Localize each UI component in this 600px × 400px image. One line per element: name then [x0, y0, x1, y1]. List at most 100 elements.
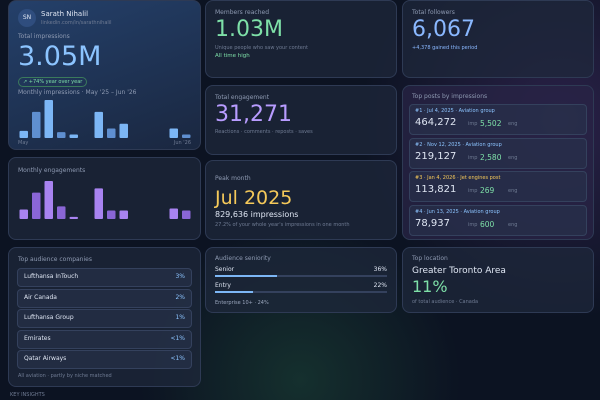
post-engagements: 5,502	[480, 119, 502, 128]
post-engagements: 2,580	[480, 152, 502, 162]
unit: imp	[468, 221, 478, 228]
company-share: <1%	[170, 355, 185, 362]
bar	[94, 188, 103, 219]
post-row: #4 · Jun 13, 2025 · Aviation group 78,937…	[409, 204, 587, 236]
unit: imp	[468, 188, 478, 194]
peak-card: Peak month Jul 2025 829,636 impressions …	[205, 160, 397, 240]
location-card: Top location Greater Toronto Area 11% of…	[402, 247, 594, 313]
bar	[19, 130, 28, 138]
seniority-share: 36%	[373, 266, 387, 273]
post-engagements: 600	[480, 219, 495, 229]
bar	[32, 192, 41, 219]
card-title: Top posts by impressions	[412, 93, 488, 100]
post-impressions: 464,272	[415, 117, 457, 128]
seniority-share: 22%	[373, 282, 387, 289]
value: 3.05M	[18, 41, 102, 72]
company-row: Lufthansa Group 1%	[17, 309, 192, 328]
followers-card: Total followers 6,067 +4,378 gained this…	[402, 0, 594, 78]
company-name: Lufthansa Group	[24, 314, 74, 321]
members-card: Members reached 1.03M Unique people who …	[205, 0, 397, 78]
bar	[32, 111, 41, 138]
axis-label: May	[18, 140, 29, 146]
bar	[215, 275, 277, 277]
seniority-name: Entry	[215, 282, 231, 289]
note: +4,378 gained this period	[412, 45, 478, 51]
engagements-chart	[19, 181, 191, 219]
bar	[119, 123, 128, 138]
label: Total impressions	[18, 33, 70, 40]
label: Members reached	[215, 9, 270, 16]
bar	[44, 100, 53, 138]
note: 27.2% of your whole year's impressions i…	[215, 222, 350, 228]
share: 11%	[412, 277, 448, 296]
footer: KEY INSIGHTS	[10, 392, 45, 398]
post-impressions: 113,821	[415, 184, 457, 195]
note: Enterprise 10+ · 24%	[215, 300, 269, 306]
company-name: Lufthansa InTouch	[24, 273, 79, 280]
location: Greater Toronto Area	[412, 266, 506, 276]
axis-label: Jun '26	[173, 140, 191, 146]
post-row: #2 · Nov 12, 2025 · Aviation group 219,12…	[409, 137, 587, 169]
post-engagements: 269	[480, 186, 495, 195]
value: 31,271	[215, 102, 292, 127]
bar	[44, 181, 53, 219]
profile-name: Sarath Nihalil	[41, 10, 89, 18]
post-label: #3 · Jan 4, 2026 · Jet engines post	[415, 175, 501, 181]
engagement-card: Total engagement 31,271 Reactions · comm…	[205, 85, 397, 155]
bar-track	[215, 291, 387, 293]
bar	[57, 206, 66, 219]
company-share: 2%	[175, 293, 185, 301]
impressions: 829,636 impressions	[215, 210, 299, 219]
note: Unique people who saw your content	[215, 45, 308, 51]
post-impressions: 78,937	[415, 217, 450, 229]
chart-title: Monthly impressions · May '25 – Jun '26	[18, 89, 137, 96]
company-row: Qatar Airways <1%	[17, 350, 192, 369]
card-title: Top audience companies	[18, 256, 92, 263]
unit: imp	[468, 154, 478, 161]
company-row: Lufthansa InTouch 3%	[17, 268, 192, 287]
impressions-chart	[19, 100, 191, 138]
unit: eng	[508, 221, 518, 228]
label: Peak month	[215, 175, 251, 182]
note: All aviation · partly by niche matched	[18, 373, 112, 379]
bar	[19, 209, 28, 219]
bar	[94, 111, 103, 138]
post-row: #3 · Jan 4, 2026 · Jet engines post 113,8…	[409, 171, 587, 202]
bar	[107, 128, 116, 138]
value: Jul 2025	[215, 187, 293, 209]
value: 6,067	[412, 17, 475, 42]
post-impressions: 219,127	[415, 150, 457, 162]
company-share: 1%	[175, 314, 185, 321]
unit: eng	[508, 154, 518, 161]
company-row: Emirates <1%	[17, 329, 192, 349]
label: Total engagement	[215, 94, 270, 101]
post-row: #1 · Jul 4, 2025 · Aviation group 464,272…	[409, 104, 587, 135]
bar	[182, 134, 191, 138]
bar	[215, 291, 253, 293]
bar	[182, 210, 191, 219]
card-title: Audience seniority	[215, 255, 271, 262]
seniority-card: Audience seniority Enterprise 10+ · 24% …	[205, 247, 397, 313]
company-name: Qatar Airways	[24, 355, 67, 362]
companies-card: Top audience companies All aviation · pa…	[8, 247, 201, 387]
note: Reactions · comments · reposts · saves	[215, 129, 313, 135]
company-share: 3%	[175, 273, 185, 280]
post-label: #2 · Nov 12, 2025 · Aviation group	[415, 141, 502, 148]
seniority-name: Senior	[215, 266, 235, 273]
bar	[169, 208, 178, 219]
profile-subtitle: linkedin.com/in/sarathnihalil	[41, 20, 112, 26]
value: 1.03M	[215, 17, 283, 42]
company-row: Air Canada 2%	[17, 288, 192, 308]
bar	[69, 216, 78, 219]
unit: eng	[508, 188, 518, 194]
note: of total audience · Canada	[412, 299, 479, 305]
engagements-chart-card: Monthly engagements	[8, 157, 201, 240]
bar	[107, 210, 116, 219]
change-badge: ↗ +74% year over year	[18, 77, 88, 87]
unit: imp	[468, 121, 478, 127]
post-label: #4 · Jun 13, 2025 · Aviation group	[415, 208, 500, 215]
post-label: #1 · Jul 4, 2025 · Aviation group	[415, 108, 495, 114]
avatar: SN	[18, 9, 36, 27]
chart-title: Monthly engagements	[18, 167, 86, 174]
